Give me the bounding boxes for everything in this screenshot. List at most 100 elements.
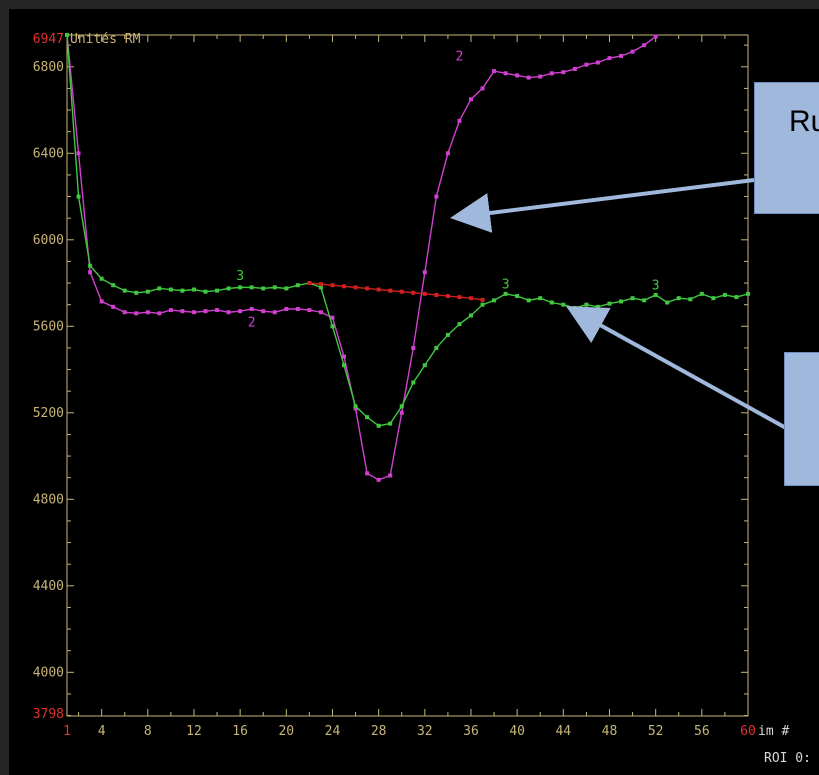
callout-arrow-bottom bbox=[566, 306, 787, 430]
series-0-point bbox=[99, 299, 104, 304]
series-0-point bbox=[353, 406, 358, 411]
series-1-point bbox=[561, 302, 566, 307]
series-1-point bbox=[284, 286, 289, 291]
x-tick-label: 44 bbox=[555, 724, 571, 739]
series-1-point bbox=[191, 287, 196, 292]
series-1-point bbox=[619, 299, 624, 304]
series-1-point bbox=[734, 295, 739, 300]
series-1-point bbox=[249, 285, 254, 290]
series-1-point bbox=[180, 288, 185, 293]
y-tick-label: 5600 bbox=[33, 319, 64, 334]
y-tick-label: 6400 bbox=[33, 146, 64, 161]
series-2-point bbox=[434, 292, 439, 297]
series-0-point bbox=[376, 477, 381, 482]
callout-bottom bbox=[784, 352, 819, 486]
series-0-point bbox=[653, 34, 658, 39]
y-max-label: 6947 bbox=[33, 32, 64, 47]
x-min-label: 1 bbox=[63, 724, 71, 739]
x-tick-label: 48 bbox=[602, 724, 618, 739]
series-2-point bbox=[353, 285, 358, 290]
series-1-point bbox=[411, 380, 416, 385]
y-tick-label: 5200 bbox=[33, 406, 64, 421]
series-0-point bbox=[584, 62, 589, 67]
series-0-point bbox=[480, 86, 485, 91]
series-0-point bbox=[526, 75, 531, 80]
series-0-point bbox=[76, 151, 81, 156]
series-1-point bbox=[515, 294, 520, 299]
x-tick-label: 8 bbox=[144, 724, 152, 739]
x-axis-title: im # bbox=[758, 724, 789, 739]
series-1-point bbox=[722, 292, 727, 297]
series-1-point bbox=[261, 286, 266, 291]
series-0-point bbox=[215, 308, 220, 313]
series-1-point bbox=[99, 276, 104, 281]
series-label: 2 bbox=[456, 49, 464, 64]
x-tick-label: 16 bbox=[232, 724, 248, 739]
series-1-point bbox=[526, 298, 531, 303]
series-0-point bbox=[572, 66, 577, 71]
series-1-point bbox=[492, 298, 497, 303]
series-1-point bbox=[503, 291, 508, 296]
series-1-point bbox=[226, 286, 231, 291]
series-1-point bbox=[468, 313, 473, 318]
series-1-point bbox=[538, 296, 543, 301]
callout-top-text: Ru bbox=[789, 105, 819, 138]
series-0-point bbox=[365, 471, 370, 476]
series-0-point bbox=[318, 310, 323, 315]
series-0-point bbox=[515, 73, 520, 78]
series-0-point bbox=[295, 307, 300, 312]
series-0-point bbox=[330, 315, 335, 320]
x-tick-label: 56 bbox=[694, 724, 710, 739]
x-tick-label: 40 bbox=[509, 724, 525, 739]
series-2-point bbox=[342, 284, 347, 289]
series-0-point bbox=[642, 43, 647, 48]
chart-panel bbox=[9, 9, 819, 775]
series-2-point bbox=[365, 286, 370, 291]
series-1-point bbox=[642, 298, 647, 303]
series-2-point bbox=[468, 296, 473, 301]
y-tick-label: 6800 bbox=[33, 60, 64, 75]
series-1-point bbox=[353, 404, 358, 409]
x-tick-label: 32 bbox=[417, 724, 433, 739]
x-tick-label: 20 bbox=[278, 724, 294, 739]
series-0-point bbox=[342, 354, 347, 359]
series-2-point bbox=[457, 295, 462, 300]
series-1-point bbox=[376, 423, 381, 428]
series-1-point bbox=[76, 194, 81, 199]
series-1-point bbox=[65, 33, 69, 37]
series-0-point bbox=[157, 311, 162, 316]
series-0-point bbox=[226, 310, 231, 315]
roi-footer-text: ROI 0: bbox=[764, 751, 811, 766]
series-1-point bbox=[630, 296, 635, 301]
series-0-point bbox=[607, 56, 612, 61]
y-tick-label: 4800 bbox=[33, 492, 64, 507]
series-0-point bbox=[630, 49, 635, 54]
series-0-point bbox=[492, 69, 497, 74]
series-1-point bbox=[480, 302, 485, 307]
series-2-point bbox=[388, 288, 393, 293]
series-label: 3 bbox=[652, 279, 660, 294]
series-1-point bbox=[549, 300, 554, 305]
series-1-point bbox=[238, 285, 243, 290]
y-tick-label: 6000 bbox=[33, 233, 64, 248]
series-0-point bbox=[122, 310, 127, 315]
series-0-point bbox=[168, 308, 173, 313]
series-1-point bbox=[134, 290, 139, 295]
series-1-point bbox=[330, 324, 335, 329]
series-1-point bbox=[88, 263, 93, 268]
callout-arrow-top bbox=[450, 178, 755, 233]
series-0-point bbox=[595, 60, 600, 65]
series-0-point bbox=[88, 270, 93, 275]
plot-frame bbox=[66, 34, 749, 717]
series-0-point bbox=[619, 53, 624, 58]
series-1-point bbox=[203, 289, 208, 294]
series-label: 3 bbox=[502, 277, 510, 292]
series-line-1 bbox=[66, 34, 749, 427]
series-1-point bbox=[665, 300, 670, 305]
series-1-point bbox=[422, 363, 427, 368]
x-tick-label: 4 bbox=[98, 724, 106, 739]
series-0-point bbox=[388, 473, 393, 478]
series-0-point bbox=[261, 309, 266, 314]
series-0-point bbox=[284, 307, 289, 312]
series-1-point bbox=[595, 304, 600, 309]
